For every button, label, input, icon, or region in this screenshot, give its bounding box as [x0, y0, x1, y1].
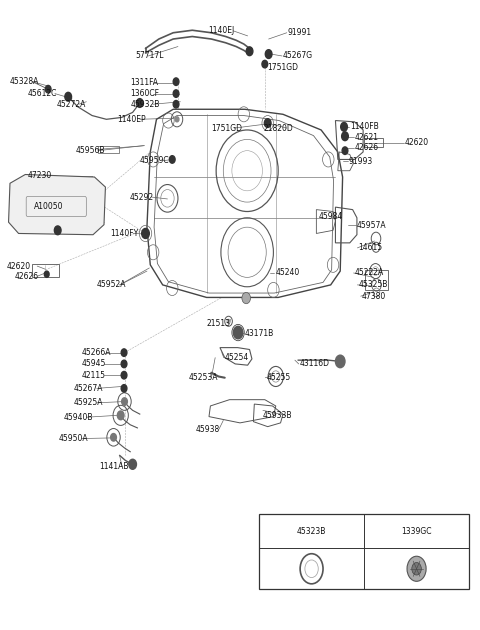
Circle shape [136, 99, 143, 107]
Circle shape [117, 411, 124, 420]
Bar [365, 270, 388, 290]
Bar [364, 138, 383, 147]
Text: 45323B: 45323B [297, 527, 326, 536]
Text: 45272A: 45272A [56, 100, 85, 109]
Circle shape [227, 319, 230, 323]
Bar [33, 263, 59, 277]
Circle shape [44, 271, 49, 277]
Text: 43116D: 43116D [300, 360, 330, 369]
Text: 42115: 42115 [82, 370, 106, 380]
Circle shape [246, 47, 253, 55]
Polygon shape [9, 175, 106, 235]
Text: 1339GC: 1339GC [401, 527, 432, 536]
Circle shape [121, 372, 127, 379]
Circle shape [121, 385, 127, 392]
Text: 43171B: 43171B [245, 329, 274, 338]
Text: 45266A: 45266A [82, 348, 111, 357]
Circle shape [264, 118, 271, 127]
Bar [259, 514, 469, 589]
Circle shape [54, 226, 61, 235]
Circle shape [341, 122, 348, 131]
Text: 42626: 42626 [355, 143, 379, 152]
Circle shape [412, 563, 421, 575]
Text: 45254: 45254 [225, 353, 249, 362]
Text: 45240: 45240 [276, 268, 300, 277]
Text: 45255: 45255 [266, 373, 290, 382]
Circle shape [173, 101, 179, 108]
Text: 45957A: 45957A [357, 220, 386, 230]
Text: 91993: 91993 [349, 157, 373, 166]
Circle shape [121, 398, 127, 405]
Text: 57717L: 57717L [135, 52, 164, 60]
Circle shape [242, 292, 251, 304]
Circle shape [169, 156, 175, 163]
Text: 45940B: 45940B [63, 413, 93, 421]
Circle shape [175, 117, 179, 122]
Circle shape [121, 360, 127, 368]
Text: 42621: 42621 [355, 133, 379, 142]
Text: 45959C: 45959C [140, 156, 169, 165]
Circle shape [142, 229, 149, 239]
Text: 21513: 21513 [206, 319, 230, 328]
Text: 45956B: 45956B [75, 146, 105, 155]
Text: 45984: 45984 [319, 212, 343, 221]
Circle shape [342, 132, 348, 140]
Text: 21820D: 21820D [264, 123, 294, 132]
Text: 1140FB: 1140FB [350, 122, 379, 131]
Circle shape [265, 50, 272, 59]
Text: 45328A: 45328A [10, 77, 39, 86]
Text: A10050: A10050 [34, 202, 63, 211]
Text: 45292: 45292 [129, 193, 154, 202]
Text: 42620: 42620 [6, 261, 30, 270]
Text: 1751GD: 1751GD [211, 123, 242, 132]
Circle shape [233, 326, 243, 339]
Text: 1311FA: 1311FA [130, 78, 158, 88]
Text: 1751GD: 1751GD [268, 63, 299, 72]
Text: 1140EP: 1140EP [117, 115, 145, 124]
Text: 45267G: 45267G [283, 52, 313, 60]
Text: 1360CF: 1360CF [130, 89, 159, 98]
Text: 42620: 42620 [405, 138, 429, 147]
Text: 91991: 91991 [288, 28, 312, 37]
Circle shape [336, 355, 345, 368]
Text: 1140EJ: 1140EJ [208, 26, 234, 35]
Circle shape [111, 433, 116, 441]
Text: 45952A: 45952A [97, 280, 126, 289]
Text: 45933B: 45933B [263, 411, 292, 420]
Circle shape [262, 60, 268, 68]
Text: 45325B: 45325B [359, 280, 388, 289]
Text: 45925A: 45925A [74, 398, 103, 408]
Circle shape [173, 90, 179, 98]
Circle shape [65, 93, 72, 101]
Text: 45267A: 45267A [74, 384, 103, 393]
Circle shape [407, 556, 426, 581]
Text: 42626: 42626 [15, 272, 39, 280]
Text: 1140FY: 1140FY [110, 229, 138, 238]
Circle shape [342, 147, 348, 154]
Text: 45253A: 45253A [189, 373, 218, 382]
Bar [98, 146, 119, 153]
Circle shape [173, 78, 179, 86]
Text: 45938: 45938 [196, 425, 220, 433]
Text: 1141AB: 1141AB [99, 462, 129, 471]
Text: 14615: 14615 [359, 243, 383, 253]
Circle shape [121, 349, 127, 357]
Text: 47230: 47230 [28, 171, 52, 180]
Text: 47380: 47380 [362, 292, 386, 301]
Text: 45932B: 45932B [130, 100, 160, 109]
Text: 45222A: 45222A [355, 268, 384, 277]
Circle shape [129, 459, 136, 469]
Text: 45950A: 45950A [59, 434, 88, 443]
Circle shape [45, 86, 51, 93]
Text: 45612C: 45612C [28, 89, 57, 98]
Text: 45945: 45945 [82, 360, 106, 369]
